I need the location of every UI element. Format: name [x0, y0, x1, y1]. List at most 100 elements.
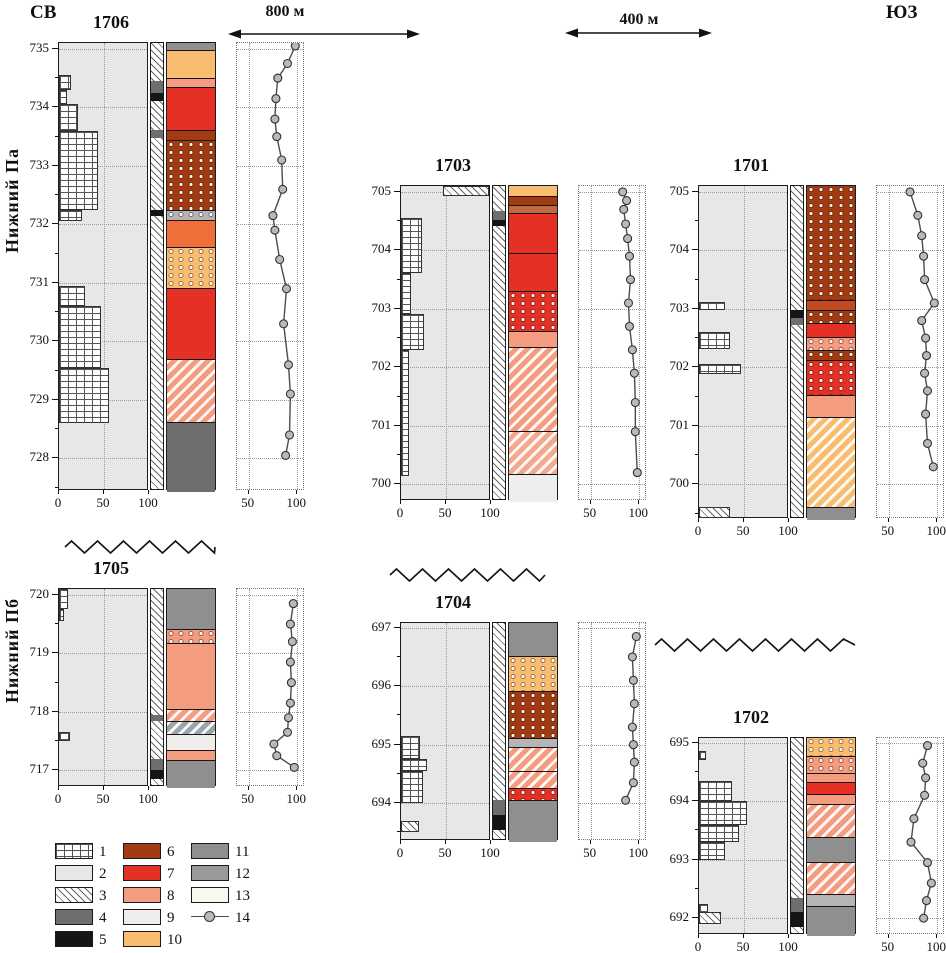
well-1704: 1704 697 696 695 694 0 50 100 50 100 — [372, 592, 660, 880]
curve-marker — [290, 43, 300, 51]
lith-segment — [807, 906, 855, 936]
lith-segment — [807, 755, 855, 775]
well-title: 1706 — [93, 12, 129, 32]
legend-swatch-brick-icon — [55, 843, 93, 859]
curve-marker — [629, 699, 639, 709]
curve-vgrid — [639, 186, 641, 499]
x-tick-label: 50 — [96, 495, 110, 510]
well-1705: 1705 720 719 718 717 0 50 100 50 100 — [30, 558, 318, 826]
depth-label: 700 — [371, 475, 392, 491]
depth-label: 718 — [29, 702, 50, 718]
curve-marker — [270, 114, 280, 124]
curve-tick-label: 50 — [583, 845, 597, 860]
depth-minor-tick — [55, 486, 58, 488]
legend-number: 3 — [99, 888, 107, 904]
main-log-panel — [698, 737, 788, 934]
legend-item-14: 14 — [191, 909, 255, 927]
curve-line — [910, 745, 933, 919]
lithology-column — [806, 737, 856, 936]
depth-tick — [52, 47, 58, 49]
brick-block — [59, 130, 98, 210]
legend-item-5: 5 — [55, 931, 119, 949]
depth-minor-tick — [397, 337, 400, 339]
curve-marker — [278, 184, 288, 194]
curve-panel — [578, 185, 646, 500]
curve-gridline — [877, 367, 943, 369]
curve-tick — [936, 934, 938, 938]
curve-gridline — [579, 803, 645, 805]
depth-minor-tick — [397, 772, 400, 774]
lith-segment — [167, 759, 215, 788]
depth-minor-tick — [55, 623, 58, 625]
curve-gridline — [579, 308, 645, 310]
curve-gridline — [579, 191, 645, 193]
lith-segment — [167, 78, 215, 88]
depth-tick — [692, 917, 698, 919]
curve-gridline — [877, 250, 943, 252]
x-tick — [400, 840, 401, 844]
lith-segment — [807, 837, 855, 863]
depth-label: 694 — [669, 792, 690, 808]
direction-label-sw: ЮЗ — [886, 2, 918, 23]
legend-item-6: 6 — [123, 843, 187, 861]
lith-segment — [807, 862, 855, 895]
x-tick-label: 0 — [54, 495, 62, 510]
brick-block — [401, 349, 409, 476]
depth-tick — [52, 710, 58, 712]
strip-block — [791, 897, 803, 913]
strip-block — [151, 758, 163, 771]
interlayer-strip — [790, 185, 804, 518]
depth-gridline — [59, 165, 147, 167]
curve-tick — [887, 518, 889, 522]
brick-block — [699, 364, 742, 375]
depth-gridline — [699, 484, 787, 486]
legend-item-2: 2 — [55, 865, 119, 883]
curve-tick — [296, 490, 298, 494]
depth-tick — [692, 424, 698, 426]
legend-swatch-solid-icon — [191, 843, 229, 859]
lith-segment — [807, 803, 855, 839]
legend-swatch-solid-icon — [123, 843, 161, 859]
curve-tick — [589, 840, 591, 844]
depth-tick — [52, 652, 58, 654]
curve-marker — [281, 284, 292, 294]
curve-gridline — [877, 918, 943, 920]
strip-block — [151, 209, 163, 216]
depth-minor-tick — [397, 278, 400, 280]
curve-vgrid — [590, 623, 592, 839]
curve-marker — [628, 740, 638, 750]
brick-block — [59, 306, 102, 368]
well-1706: 1706 735 734 733 732 731 730 729 728 0 50 100 50 100 — [30, 12, 318, 530]
main-log-panel — [400, 622, 490, 840]
curve-marker — [283, 360, 294, 370]
x-tick — [490, 500, 491, 504]
depth-label: 697 — [371, 618, 392, 634]
depth-gridline — [699, 918, 787, 920]
depth-gridline — [699, 250, 787, 252]
strip-block — [493, 210, 505, 220]
depth-minor-tick — [55, 740, 58, 742]
depth-minor-tick — [55, 135, 58, 137]
lith-segment — [509, 331, 557, 348]
depth-label: 702 — [669, 358, 690, 374]
x-tick-label: 100 — [480, 505, 500, 520]
curve-tick-label: 100 — [286, 791, 306, 806]
lith-segment — [807, 417, 855, 508]
curve-marker — [919, 913, 929, 923]
lithology-column — [166, 588, 216, 788]
curve-tick-label: 100 — [926, 523, 946, 538]
direction-label-ne: СВ — [30, 2, 57, 23]
curve-marker — [269, 739, 279, 749]
x-tick — [58, 786, 59, 790]
legend-number: 2 — [99, 866, 107, 882]
mid-gridline — [104, 589, 105, 785]
depth-tick — [394, 424, 400, 426]
curve-marker — [619, 204, 629, 214]
lith-segment — [167, 209, 215, 221]
brick-block — [401, 771, 423, 804]
curve-gridline — [237, 399, 303, 401]
curve-gridline — [237, 107, 303, 109]
lith-segment — [167, 246, 215, 289]
curve-tick — [247, 490, 249, 494]
brick-block — [699, 801, 748, 825]
